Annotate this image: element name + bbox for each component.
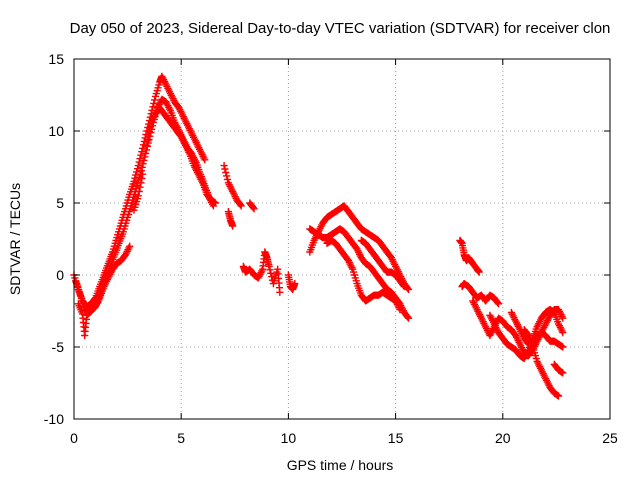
data-point (139, 170, 147, 178)
data-point (400, 282, 408, 291)
data-point (121, 251, 130, 259)
series-track-c (74, 104, 258, 340)
grid (74, 59, 610, 419)
data-point (145, 132, 153, 140)
data-point (145, 128, 154, 136)
data-point (220, 162, 228, 170)
data-point (137, 179, 145, 187)
series-track-g (323, 236, 404, 314)
data-point (168, 93, 176, 101)
series-track-l (507, 308, 567, 351)
y-tick-label: 5 (56, 195, 64, 211)
x-tick-label: 15 (388, 430, 404, 446)
data-point (559, 314, 567, 322)
data-point (554, 392, 563, 400)
y-tick-label: 15 (48, 51, 64, 67)
y-tick-label: -5 (52, 339, 65, 355)
data-point (137, 167, 145, 175)
series-track-m (520, 326, 567, 400)
data-point (291, 280, 299, 288)
data-point (221, 165, 229, 173)
data-point (138, 174, 146, 183)
data-point (559, 343, 567, 351)
data-point (265, 262, 273, 270)
data-point (138, 163, 146, 171)
data-point (494, 300, 503, 308)
series-track-i (456, 236, 503, 308)
x-tick-label: 20 (495, 430, 511, 446)
data-point (211, 199, 220, 207)
data-point (162, 81, 170, 89)
data-point (229, 222, 237, 230)
data-point (250, 205, 258, 213)
data-point (138, 148, 146, 156)
x-tick-label: 25 (602, 430, 618, 446)
data-point (223, 175, 232, 183)
data-point (139, 144, 147, 152)
data-point (237, 202, 245, 210)
data-point (266, 266, 274, 274)
data-point (136, 155, 144, 163)
data-point (135, 187, 143, 196)
data-point (404, 285, 413, 293)
data-point (136, 183, 144, 191)
data-point (134, 192, 142, 200)
chart-title: Day 050 of 2023, Sidereal Day-to-day VTE… (70, 20, 611, 37)
data-point (223, 172, 231, 180)
data-point (249, 204, 257, 212)
y-tick-label: 10 (48, 123, 64, 139)
x-tick-labels: 0 5 10 15 20 25 (70, 430, 618, 446)
data-point (222, 168, 230, 177)
x-tick-label: 5 (177, 430, 185, 446)
data-point (559, 329, 567, 337)
series-track-d (224, 208, 299, 296)
data-point (146, 123, 154, 131)
data-point (133, 168, 141, 176)
data-points (70, 72, 567, 400)
data-point (236, 201, 244, 209)
data-point (137, 151, 145, 159)
data-point (268, 273, 276, 281)
x-tick-label: 10 (281, 430, 297, 446)
data-point (142, 149, 150, 158)
data-point (132, 171, 140, 179)
data-point (404, 314, 413, 322)
data-point (139, 160, 147, 168)
data-point (475, 268, 483, 276)
series-track-b (72, 95, 217, 316)
y-tick-label: -10 (44, 411, 64, 427)
data-point (404, 313, 412, 321)
data-point (231, 193, 239, 201)
data-point (130, 177, 138, 185)
data-point (134, 162, 142, 170)
axis-ticks (73, 58, 611, 420)
data-point (399, 281, 407, 289)
data-point (126, 242, 134, 250)
data-point (267, 269, 275, 277)
data-point (144, 137, 152, 145)
data-point (151, 96, 159, 104)
data-point (150, 99, 158, 107)
data-point (396, 306, 404, 314)
y-axis-label: SDTVAR / TECUs (7, 183, 23, 295)
data-point (494, 299, 502, 307)
data-point (143, 141, 151, 149)
series-track-h (357, 236, 408, 291)
plot-frame (73, 58, 611, 420)
y-tick-labels: -10 -5 0 5 10 15 (44, 51, 64, 427)
y-tick-label: 0 (56, 267, 64, 283)
data-point (140, 156, 148, 164)
data-point (135, 158, 143, 166)
x-tick-label: 0 (70, 430, 78, 446)
data-point (559, 369, 567, 377)
series-track-k (486, 306, 567, 363)
data-point (201, 156, 209, 164)
data-point (141, 153, 149, 161)
x-axis-label: GPS time / hours (287, 457, 394, 473)
data-point (276, 288, 284, 296)
